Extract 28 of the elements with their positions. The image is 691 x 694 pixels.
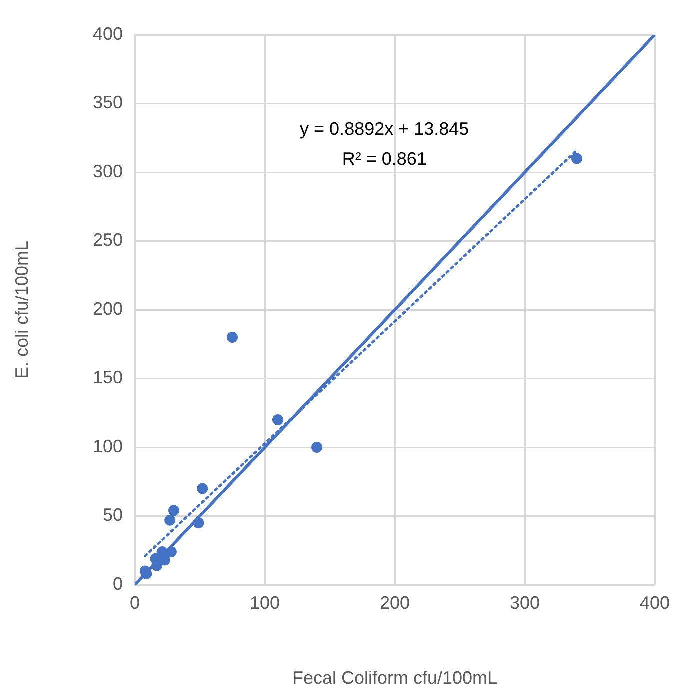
- y-tick-label: 400: [92, 24, 123, 44]
- y-tick-label: 0: [112, 574, 123, 594]
- point: [272, 414, 284, 426]
- y-tick-label: 50: [102, 505, 123, 526]
- point: [164, 514, 176, 526]
- point: [166, 546, 177, 558]
- y-tick-label: 300: [92, 161, 123, 182]
- point: [168, 505, 180, 516]
- x-tick-label: 100: [250, 592, 280, 613]
- annotation: R² = 0.861: [342, 148, 427, 169]
- y-tick-label: 200: [92, 298, 123, 319]
- y-tick-label: 100: [92, 436, 123, 456]
- y-axis-title: E. coli cfu/100mL: [12, 240, 32, 380]
- point: [312, 442, 322, 453]
- x-axis-title: Fecal Coliform cfu/100mL: [292, 668, 498, 688]
- x-tick-label: 200: [380, 592, 410, 613]
- y-tick-label: 150: [92, 368, 123, 388]
- point: [227, 332, 238, 343]
- point: [572, 153, 582, 164]
- x-tick-label: 0: [130, 592, 140, 613]
- y-tick-label: 250: [92, 230, 123, 250]
- point: [159, 554, 170, 566]
- annotation: y = 0.8892x + 13.845: [300, 118, 470, 139]
- point: [197, 483, 208, 494]
- point: [193, 518, 204, 529]
- x-tick-label: 400: [640, 592, 670, 613]
- x-tick-label: 300: [510, 592, 540, 613]
- y-tick-label: 350: [92, 92, 123, 113]
